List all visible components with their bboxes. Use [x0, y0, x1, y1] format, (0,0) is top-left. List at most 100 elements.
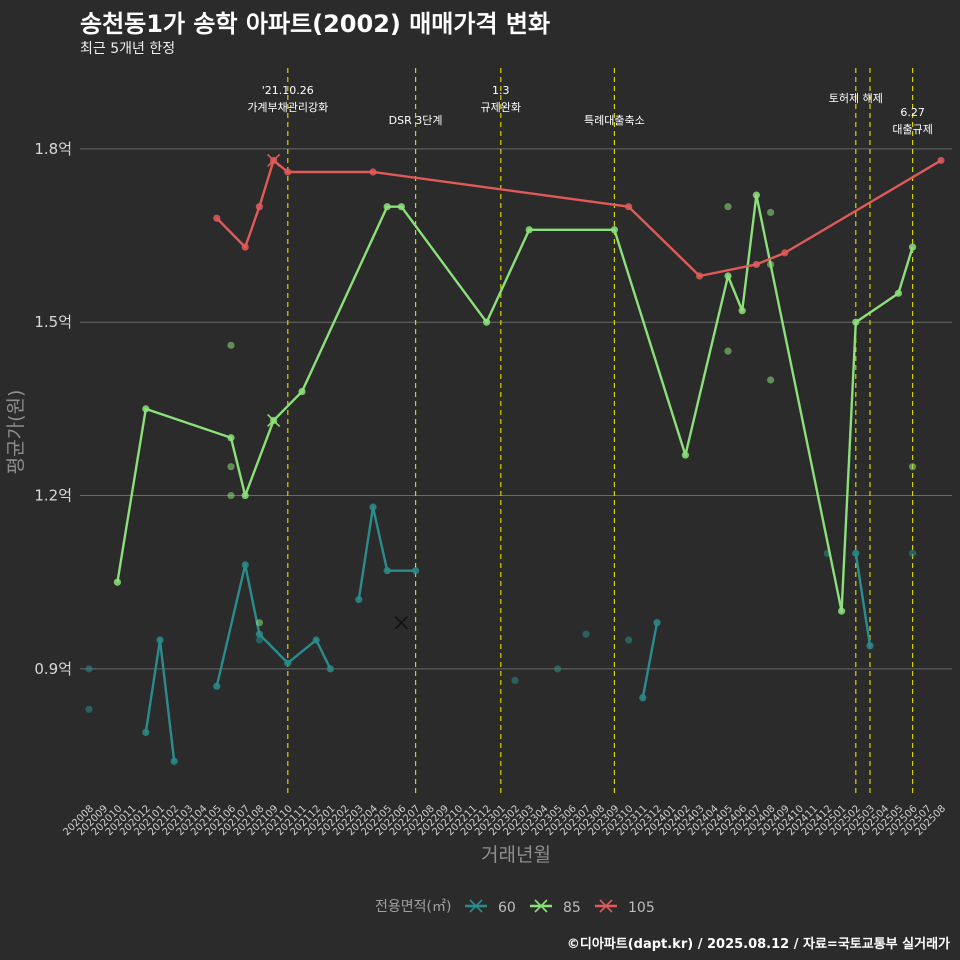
data-point-60 — [85, 705, 93, 713]
data-point-85 — [227, 341, 235, 349]
data-point-60 — [213, 682, 221, 690]
data-point-85 — [852, 318, 860, 326]
data-point-60 — [326, 665, 334, 673]
data-point-85 — [227, 434, 235, 442]
data-point-85 — [142, 405, 150, 413]
data-point-105 — [752, 260, 761, 269]
x-axis-title: 거래년월 — [481, 844, 551, 866]
data-point-85 — [610, 226, 619, 234]
legend-marker-60 — [469, 899, 483, 913]
series-line-105 — [215, 159, 942, 278]
annotation-text: 6.27 — [900, 106, 925, 119]
data-point-85 — [227, 463, 235, 471]
data-point-105 — [241, 243, 249, 251]
y-tick-label: 1.2억 — [34, 487, 72, 505]
data-point-85 — [397, 203, 405, 211]
legend-title: 전용면적(㎡) — [375, 899, 451, 915]
gridlines — [80, 148, 952, 670]
legend: 전용면적(㎡) 60 85 105 — [375, 899, 655, 916]
data-point-60 — [355, 595, 363, 604]
y-tick-label: 1.8억 — [34, 140, 72, 158]
data-point-85 — [894, 289, 903, 297]
marker-x-105 — [267, 153, 281, 168]
data-point-60 — [255, 630, 263, 638]
annotation-text: DSR 3단계 — [389, 114, 443, 127]
data-point-105 — [696, 272, 704, 280]
series-105 — [213, 153, 945, 280]
series-line-60 — [357, 505, 416, 600]
data-point-60 — [554, 665, 562, 673]
data-point-85 — [909, 463, 917, 471]
annotation-text: 특례대출축소 — [584, 114, 645, 127]
data-point-85 — [681, 451, 690, 459]
event-lines — [287, 68, 914, 796]
data-point-60 — [582, 630, 590, 638]
data-point-85 — [752, 191, 761, 199]
data-point-85 — [298, 387, 306, 396]
data-point-85 — [724, 347, 732, 355]
data-point-60 — [625, 636, 633, 644]
data-point-85 — [724, 203, 732, 211]
series-line-85 — [116, 193, 914, 613]
y-tick-label: 1.5억 — [34, 313, 72, 331]
series-line-60 — [215, 563, 332, 687]
data-point-85 — [483, 318, 491, 326]
annotation-text: 대출규제 — [892, 123, 932, 136]
data-point-85 — [767, 260, 775, 269]
data-point-85 — [767, 376, 775, 384]
data-point-85 — [724, 272, 732, 280]
data-point-60 — [412, 567, 420, 575]
data-point-85 — [767, 208, 775, 217]
legend-label-60: 60 — [498, 900, 516, 916]
data-point-85 — [738, 307, 746, 315]
annotation-text: 토허제 해제 — [829, 91, 883, 105]
data-point-60 — [312, 636, 320, 644]
data-point-60 — [284, 659, 292, 667]
data-point-105 — [255, 203, 263, 211]
source-caption: ©디아파트(dapt.kr) / 2025.08.12 / 자료=국토교통부 실… — [566, 937, 950, 952]
annotation-text: 1.3 — [492, 84, 510, 97]
data-point-60 — [852, 549, 860, 557]
data-point-85 — [383, 203, 391, 211]
data-point-60 — [639, 694, 647, 702]
series-85 — [113, 191, 917, 627]
chart-title: 송천동1가 송학 아파트(2002) 매매가격 변화 — [80, 10, 551, 38]
data-point-60 — [369, 503, 377, 511]
data-point-60 — [383, 567, 391, 575]
axes: 0.9억1.2억1.5억1.8억202008202009202010202011… — [5, 140, 948, 866]
data-point-60 — [653, 619, 661, 627]
data-point-85 — [838, 607, 846, 615]
y-tick-label: 0.9억 — [34, 660, 72, 678]
data-point-60 — [142, 728, 150, 737]
data-point-60 — [156, 636, 164, 644]
data-point-105 — [369, 168, 377, 176]
series-60 — [85, 503, 917, 765]
data-point-105 — [781, 249, 789, 257]
data-point-60 — [909, 549, 917, 557]
legend-marker-105 — [599, 899, 613, 913]
data-point-85 — [241, 491, 249, 500]
series-line-60 — [641, 622, 659, 699]
data-point-85 — [525, 226, 533, 234]
data-point-60 — [85, 665, 93, 673]
data-point-60 — [255, 636, 263, 644]
legend-marker-85 — [534, 899, 548, 913]
data-point-85 — [227, 491, 235, 500]
series-line-60 — [854, 553, 872, 646]
annotation-text: 가계부채관리강화 — [247, 101, 328, 114]
y-axis-title: 평균가(원) — [5, 390, 27, 475]
data-point-60 — [511, 676, 519, 685]
data-point-85 — [909, 243, 917, 251]
annotation-text: '21.10.26 — [262, 84, 314, 97]
data-point-60 — [241, 561, 249, 569]
data-point-105 — [284, 168, 292, 176]
series-layer — [85, 153, 945, 765]
data-point-60 — [866, 642, 874, 650]
data-point-85 — [113, 578, 121, 586]
marker-x-60 — [394, 616, 408, 630]
data-point-60 — [170, 757, 178, 765]
legend-label-85: 85 — [563, 900, 581, 916]
legend-label-105: 105 — [628, 900, 655, 916]
